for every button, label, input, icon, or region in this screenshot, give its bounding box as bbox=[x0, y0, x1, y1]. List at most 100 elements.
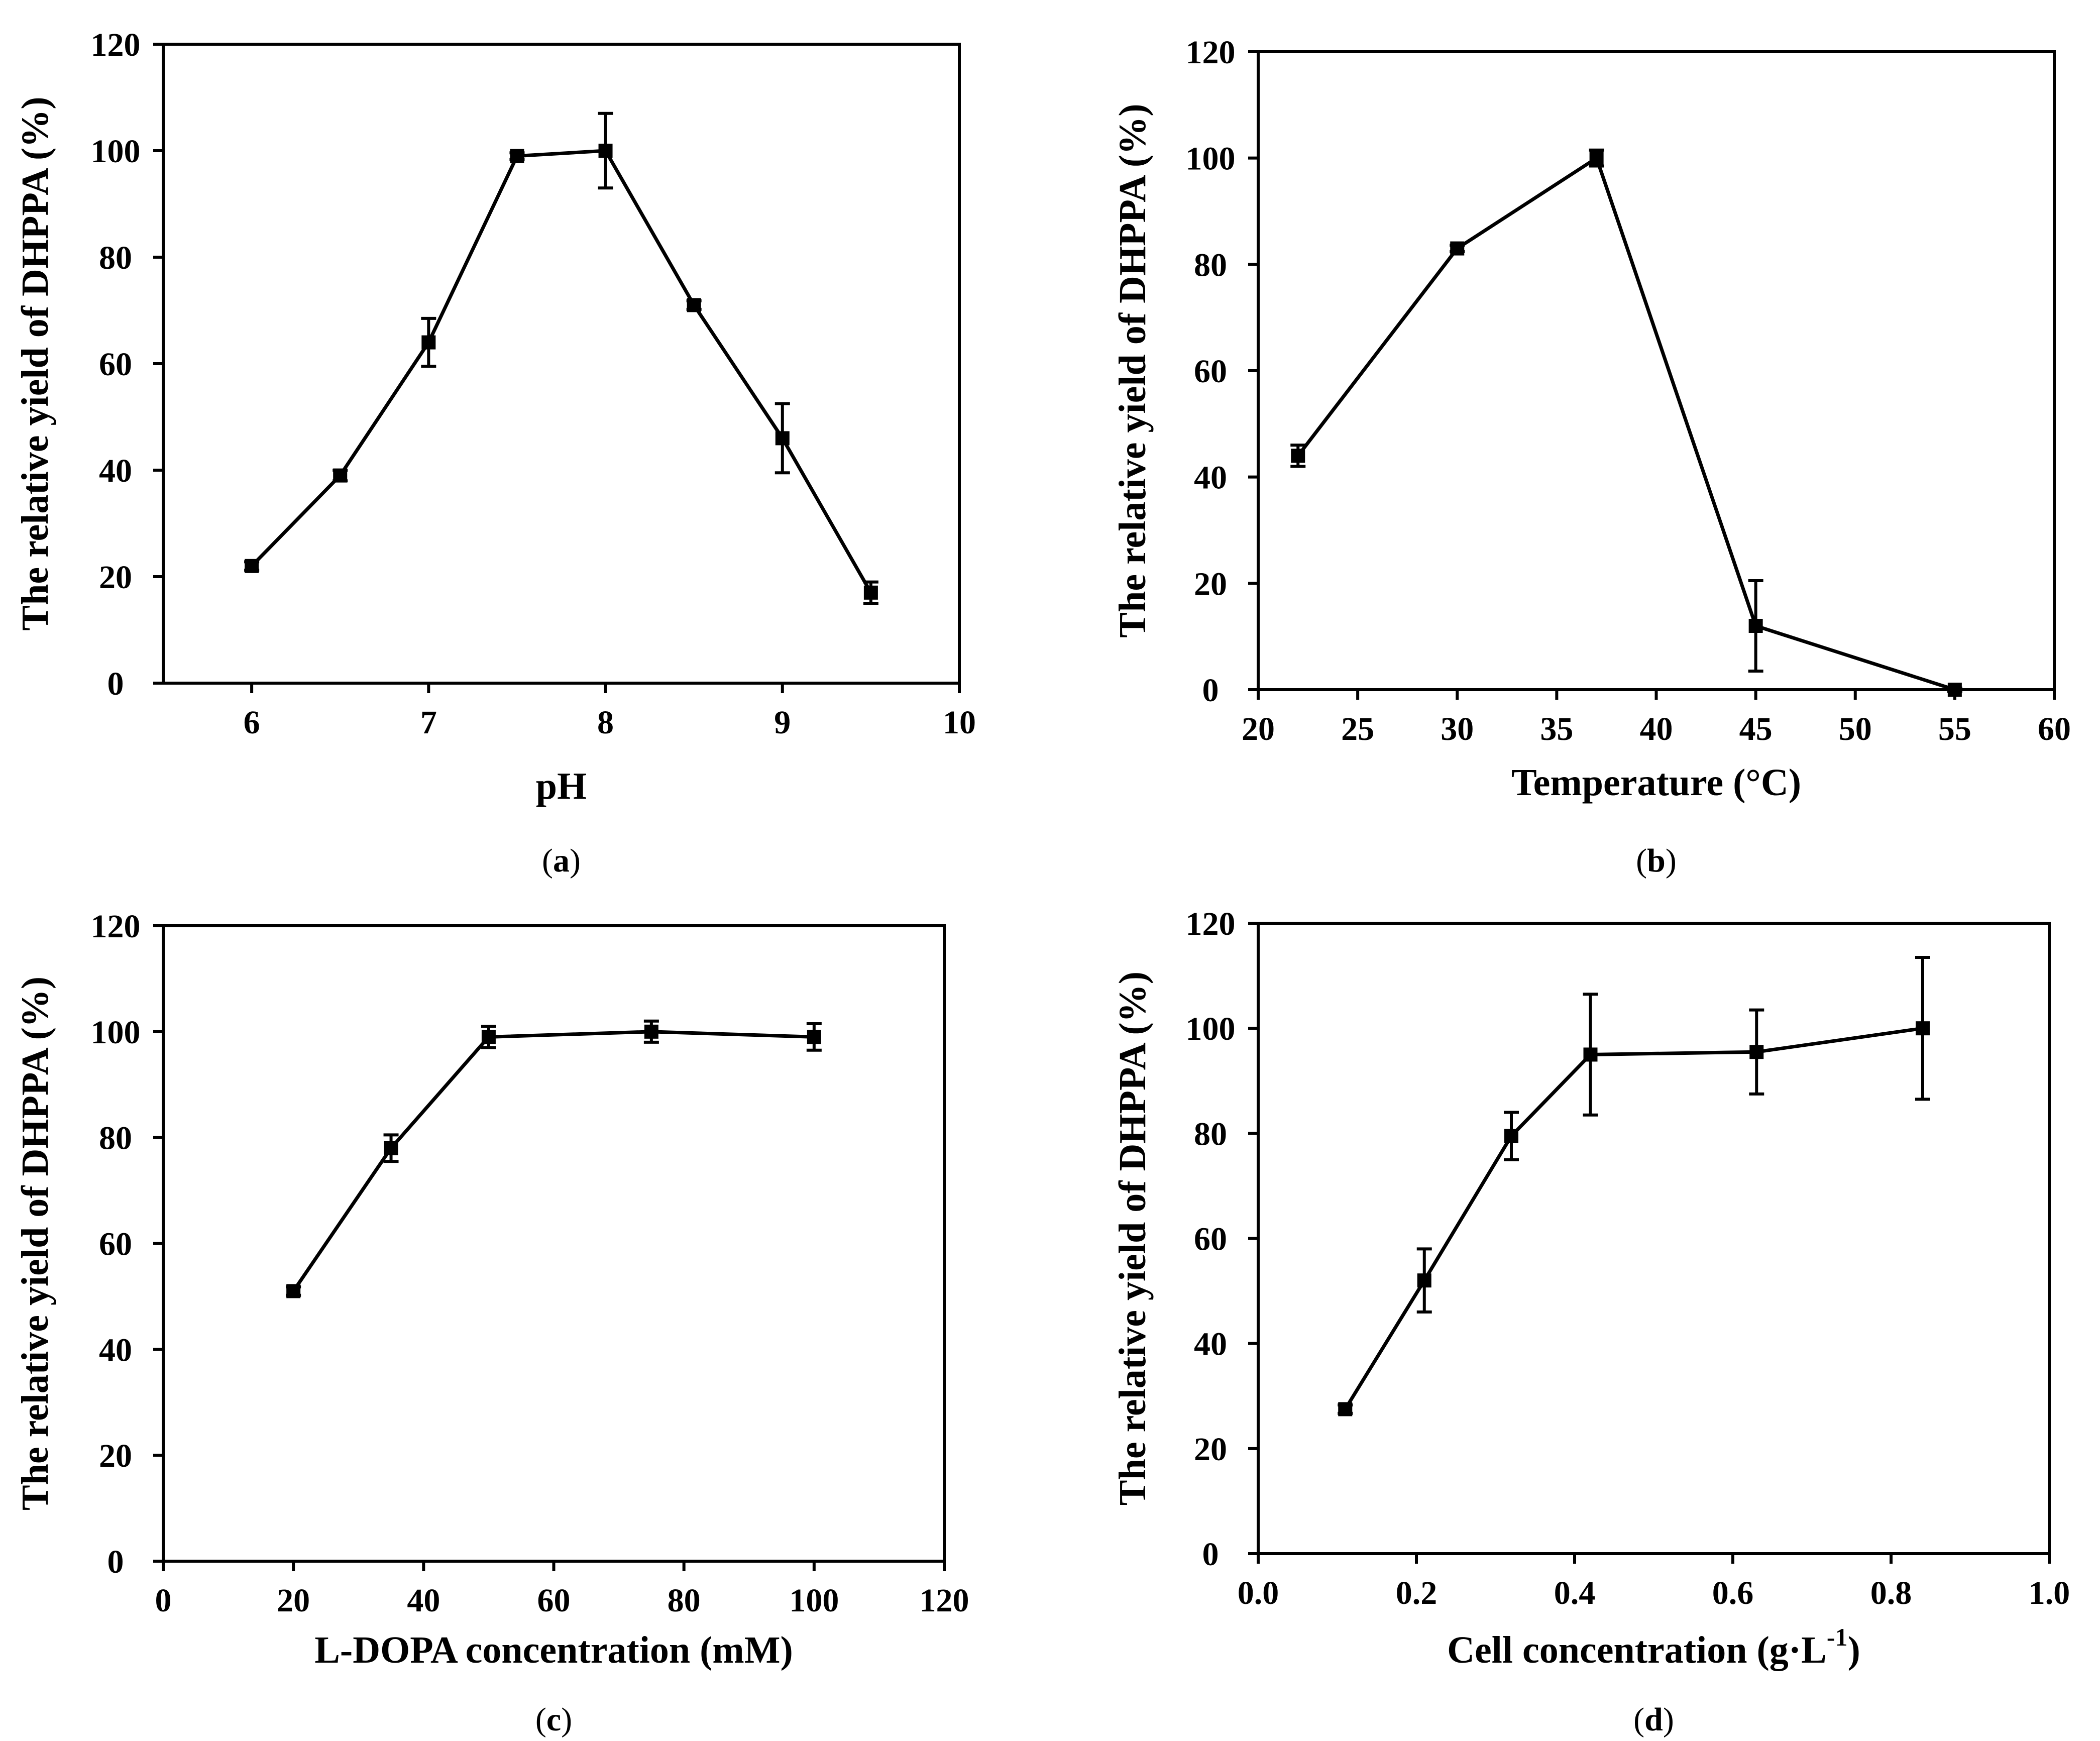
chart-b-xlabel: Temperature (°C) bbox=[1511, 761, 1801, 804]
chart-c-caption-open: ( bbox=[535, 1701, 546, 1738]
chart-b-caption: (b) bbox=[1636, 842, 1677, 879]
chart-a-xlabel: pH bbox=[536, 765, 587, 807]
chart-b-point bbox=[1748, 619, 1763, 633]
chart-c-xtick-label: 120 bbox=[920, 1582, 969, 1619]
chart-d-ytick-label: 40 bbox=[1194, 1326, 1227, 1363]
chart-c-ytick-label: 120 bbox=[91, 908, 141, 945]
chart-c-ytick-label: 20 bbox=[99, 1438, 132, 1474]
chart-c-caption-letter: c bbox=[546, 1701, 561, 1738]
chart-b-xtick-label: 50 bbox=[1839, 711, 1872, 747]
chart-d-xlabel: Cell concentration (g·L-1) bbox=[1447, 1623, 1860, 1671]
chart-b-xtick-label: 45 bbox=[1739, 711, 1773, 747]
chart-b-caption-letter: b bbox=[1647, 842, 1666, 879]
chart-d-caption-letter: d bbox=[1644, 1701, 1663, 1738]
chart-d-point bbox=[1504, 1129, 1518, 1143]
chart-c-ytick-label: 0 bbox=[107, 1544, 124, 1580]
chart-c-xtick-label: 80 bbox=[668, 1582, 701, 1619]
chart-b-ylabel: The relative yield of DHPPA (%) bbox=[1112, 103, 1154, 637]
chart-d-point bbox=[1583, 1047, 1598, 1062]
chart-a-point bbox=[245, 559, 259, 573]
chart-c-xtick-label: 40 bbox=[407, 1582, 440, 1619]
chart-a-ytick-label: 20 bbox=[99, 559, 132, 596]
chart-c-xtick-label: 60 bbox=[537, 1582, 571, 1619]
chart-d-caption-close: ) bbox=[1663, 1701, 1674, 1738]
chart-a-xtick-label: 6 bbox=[244, 704, 260, 741]
chart-b-caption-close: ) bbox=[1666, 842, 1677, 879]
chart-a-point bbox=[510, 149, 524, 163]
chart-a-ytick-label: 120 bbox=[91, 27, 141, 63]
chart-b-point bbox=[1291, 449, 1305, 463]
chart-d-xlabel-main: Cell concentration (g·L bbox=[1447, 1629, 1827, 1671]
chart-a-series-line bbox=[250, 149, 872, 594]
chart-a-ytick-label: 0 bbox=[107, 666, 124, 702]
chart-d-xlabel-superscript: -1 bbox=[1827, 1623, 1848, 1651]
chart-c-xtick-label: 0 bbox=[155, 1582, 172, 1619]
chart-a-point bbox=[421, 335, 436, 350]
chart-b: 0 20 40 60 80 100 120 20 25 30 35 40 45 50 55 60 The rel… bbox=[1112, 34, 2071, 879]
chart-b-ytick-label: 0 bbox=[1202, 672, 1219, 709]
chart-d-point bbox=[1749, 1045, 1764, 1059]
chart-a-ytick-label: 80 bbox=[99, 240, 132, 276]
chart-d-xtick-label: 0.0 bbox=[1238, 1575, 1279, 1611]
chart-c-xlabel-main: L-DOPA concentration (mM) bbox=[314, 1629, 793, 1671]
chart-d-xtick-label: 0.4 bbox=[1554, 1575, 1596, 1611]
chart-b-xtick-label: 25 bbox=[1341, 711, 1374, 747]
chart-a-point bbox=[598, 144, 613, 158]
chart-a-point bbox=[333, 468, 348, 483]
chart-c-point bbox=[481, 1030, 496, 1044]
chart-d-ytick-label: 100 bbox=[1186, 1011, 1236, 1047]
chart-c-xtick-label: 100 bbox=[789, 1582, 839, 1619]
chart-c-point bbox=[286, 1284, 301, 1298]
chart-d-xtick-label: 0.2 bbox=[1396, 1575, 1438, 1611]
chart-a-ytick-label: 100 bbox=[91, 133, 141, 170]
chart-d-xtick-label: 0.8 bbox=[1870, 1575, 1912, 1611]
chart-b-ytick-label: 20 bbox=[1194, 566, 1227, 602]
chart-b-ytick-label: 40 bbox=[1194, 460, 1227, 496]
chart-b-xtick-label: 60 bbox=[2038, 711, 2071, 747]
chart-c: 0 20 40 60 80 100 120 0 20 40 60 80 100 120 The relati… bbox=[14, 908, 969, 1738]
chart-d-ytick-label: 80 bbox=[1194, 1116, 1227, 1152]
chart-b-xtick-label: 55 bbox=[1938, 711, 1971, 747]
chart-c-xlabel: L-DOPA concentration (mM) bbox=[314, 1629, 793, 1671]
chart-a: 0 20 40 60 80 100 120 6 7 8 9 10 The relative yield … bbox=[14, 27, 976, 879]
chart-a-xtick-label: 10 bbox=[943, 704, 976, 741]
chart-b-xtick-label: 20 bbox=[1242, 711, 1275, 747]
chart-b-xtick-label: 35 bbox=[1540, 711, 1573, 747]
chart-a-ytick-label: 40 bbox=[99, 453, 132, 489]
chart-d-xlabel-suffix: ) bbox=[1848, 1629, 1860, 1671]
chart-c-point bbox=[644, 1024, 658, 1039]
chart-a-xlabel-main: pH bbox=[536, 765, 587, 807]
chart-b-ytick-label: 100 bbox=[1186, 141, 1236, 177]
chart-b-xlabel-main: Temperature (°C) bbox=[1511, 761, 1801, 804]
chart-a-ytick-label: 60 bbox=[99, 346, 132, 383]
chart-b-point bbox=[1589, 151, 1604, 165]
chart-a-point bbox=[687, 298, 701, 312]
chart-b-point bbox=[1947, 683, 1962, 697]
chart-d-caption-open: ( bbox=[1633, 1701, 1644, 1738]
chart-a-ylabel: The relative yield of DHPPA (%) bbox=[14, 96, 56, 630]
chart-c-ytick-label: 80 bbox=[99, 1120, 132, 1157]
chart-b-ytick-label: 60 bbox=[1194, 353, 1227, 390]
chart-d-point bbox=[1338, 1402, 1353, 1417]
chart-b-point bbox=[1450, 241, 1465, 256]
chart-c-xtick-label: 20 bbox=[277, 1582, 310, 1619]
chart-b-xtick-label: 30 bbox=[1441, 711, 1474, 747]
chart-d-ytick-label: 0 bbox=[1202, 1536, 1219, 1573]
chart-d-caption: (d) bbox=[1633, 1701, 1674, 1738]
chart-c-point bbox=[807, 1030, 821, 1044]
chart-b-caption-open: ( bbox=[1636, 842, 1647, 879]
chart-d-ytick-label: 60 bbox=[1194, 1221, 1227, 1258]
chart-d-xtick-label: 1.0 bbox=[2029, 1575, 2070, 1611]
chart-b-xtick-label: 40 bbox=[1640, 711, 1673, 747]
chart-a-xtick-label: 7 bbox=[420, 704, 437, 741]
chart-a-xtick-label: 9 bbox=[774, 704, 791, 741]
chart-c-ytick-label: 40 bbox=[99, 1332, 132, 1368]
chart-a-caption-close: ) bbox=[570, 842, 581, 879]
chart-c-point bbox=[384, 1141, 398, 1155]
chart-c-ytick-label: 100 bbox=[91, 1014, 141, 1051]
chart-d-xtick-label: 0.6 bbox=[1712, 1575, 1754, 1611]
chart-b-ytick-label: 80 bbox=[1194, 247, 1227, 283]
chart-d-series-line bbox=[1344, 1026, 1923, 1410]
chart-a-caption: (a) bbox=[542, 842, 581, 879]
